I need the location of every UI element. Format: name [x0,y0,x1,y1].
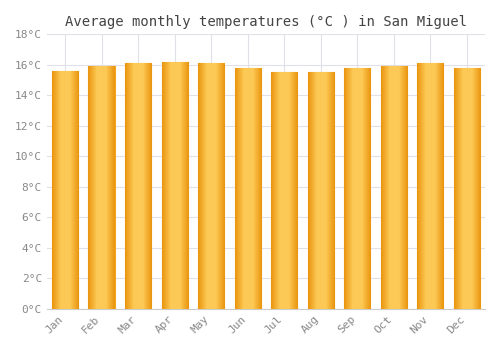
Bar [271,72,297,309]
Bar [88,66,115,309]
Bar [308,72,334,309]
Title: Average monthly temperatures (°C ) in San Miguel: Average monthly temperatures (°C ) in Sa… [65,15,467,29]
Bar [344,68,370,309]
Bar [162,62,188,309]
Bar [454,68,480,309]
Bar [125,63,152,309]
Bar [198,63,224,309]
Bar [234,68,261,309]
Bar [52,71,78,309]
Bar [417,63,444,309]
Bar [380,66,407,309]
